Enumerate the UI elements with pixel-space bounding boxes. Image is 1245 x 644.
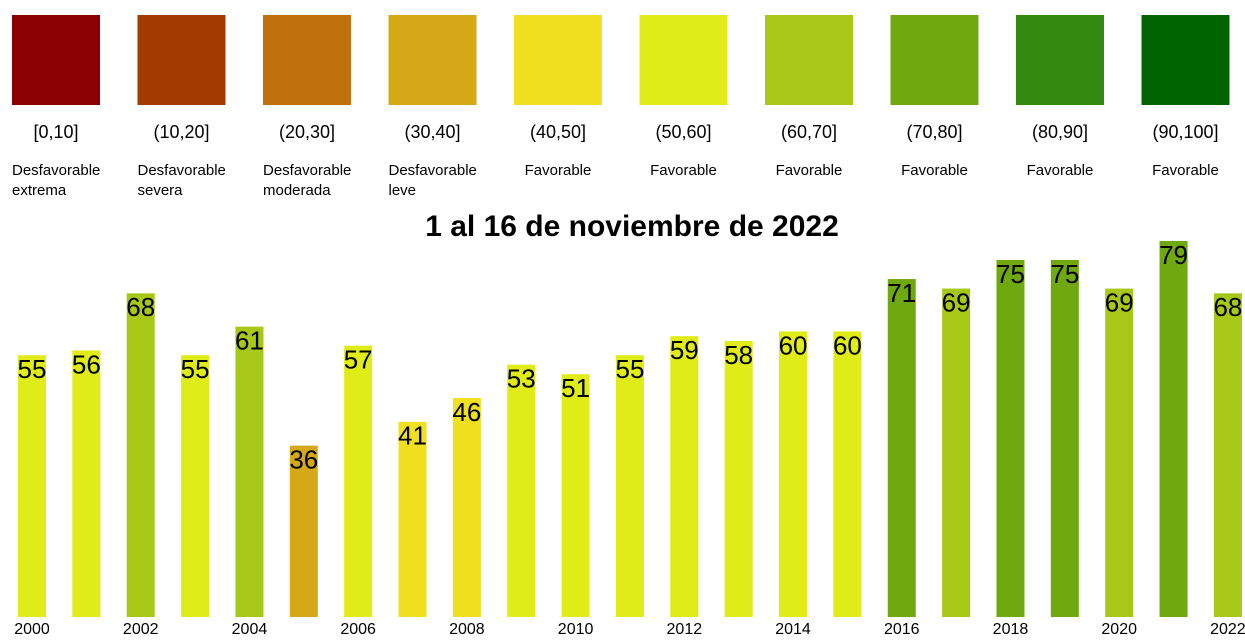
legend-swatch xyxy=(514,15,602,105)
bar xyxy=(670,336,699,617)
bar xyxy=(289,445,318,617)
legend-swatch xyxy=(1141,15,1230,105)
legend-swatch xyxy=(137,15,226,105)
value-label: 58 xyxy=(724,340,753,370)
bar xyxy=(181,355,210,617)
x-tick-label: 2022 xyxy=(1210,621,1245,638)
legend-label: Favorable xyxy=(525,162,592,179)
legend-range: (50,60] xyxy=(655,122,711,142)
legend-range: (10,20] xyxy=(153,122,209,142)
legend-label: Favorable xyxy=(650,162,717,179)
legend-label: Desfavorable xyxy=(138,162,226,179)
x-tick-label: 2020 xyxy=(1101,621,1137,638)
x-tick-label: 2018 xyxy=(993,621,1029,638)
value-label: 53 xyxy=(507,364,536,394)
value-label: 55 xyxy=(181,354,210,384)
bar xyxy=(1159,240,1188,617)
value-label: 55 xyxy=(18,354,47,384)
legend-range: (70,80] xyxy=(906,122,962,142)
legend-range: (90,100] xyxy=(1152,122,1218,142)
value-label: 59 xyxy=(670,335,699,365)
bar xyxy=(452,398,481,617)
value-label: 56 xyxy=(72,349,101,379)
bar xyxy=(615,355,644,617)
bar xyxy=(833,331,862,617)
chart-title: 1 al 16 de noviembre de 2022 xyxy=(425,210,839,243)
value-label: 71 xyxy=(887,278,916,308)
bar xyxy=(1213,293,1242,617)
legend-swatch xyxy=(890,15,979,105)
legend-label: Desfavorable xyxy=(12,162,100,179)
legend-label: Desfavorable xyxy=(389,162,477,179)
bar xyxy=(1050,260,1079,617)
x-tick-label: 2004 xyxy=(232,621,268,638)
bar xyxy=(996,260,1025,617)
value-label: 60 xyxy=(779,330,808,360)
bar xyxy=(779,331,808,617)
value-label: 51 xyxy=(561,373,590,403)
legend-label: severa xyxy=(138,182,184,199)
x-tick-label: 2012 xyxy=(667,621,703,638)
legend-range: (80,90] xyxy=(1032,122,1088,142)
legend-label: Desfavorable xyxy=(263,162,351,179)
legend-label: moderada xyxy=(263,182,331,199)
legend-label: extrema xyxy=(12,182,67,199)
legend-swatch xyxy=(639,15,728,105)
bar xyxy=(887,279,916,617)
legend-swatch xyxy=(12,15,100,105)
value-label: 79 xyxy=(1159,240,1188,270)
x-tick-label: 2010 xyxy=(558,621,594,638)
value-label: 60 xyxy=(833,330,862,360)
bar xyxy=(126,293,155,617)
value-label: 46 xyxy=(452,397,481,427)
legend-swatch xyxy=(263,15,351,105)
legend-label: Favorable xyxy=(1152,162,1219,179)
bar xyxy=(72,350,101,617)
bar xyxy=(942,288,971,617)
legend-label: leve xyxy=(389,182,417,199)
value-label: 69 xyxy=(942,287,971,317)
bar xyxy=(235,326,264,617)
legend-label: Favorable xyxy=(1027,162,1094,179)
bar xyxy=(724,340,753,617)
legend-range: (30,40] xyxy=(404,122,460,142)
value-label: 41 xyxy=(398,421,427,451)
value-label: 61 xyxy=(235,326,264,356)
x-tick-label: 2014 xyxy=(775,621,811,638)
legend-range: (60,70] xyxy=(781,122,837,142)
legend-swatch xyxy=(765,15,853,105)
x-tick-label: 2002 xyxy=(123,621,159,638)
value-label: 75 xyxy=(1050,259,1079,289)
bar xyxy=(561,374,590,617)
x-tick-label: 2008 xyxy=(449,621,485,638)
value-label: 55 xyxy=(615,354,644,384)
bar xyxy=(344,345,373,617)
legend-range: (20,30] xyxy=(279,122,335,142)
x-tick-label: 2016 xyxy=(884,621,920,638)
x-tick-label: 2000 xyxy=(14,621,50,638)
value-label: 75 xyxy=(996,259,1025,289)
value-label: 69 xyxy=(1105,287,1134,317)
bar xyxy=(507,364,536,617)
legend-label: Favorable xyxy=(901,162,968,179)
value-label: 68 xyxy=(126,292,155,322)
x-tick-label: 2006 xyxy=(340,621,376,638)
legend-range: (40,50] xyxy=(530,122,586,142)
legend-swatch xyxy=(388,15,477,105)
bar xyxy=(398,421,427,617)
value-label: 36 xyxy=(289,445,318,475)
bar xyxy=(1105,288,1134,617)
value-label: 68 xyxy=(1213,292,1242,322)
legend-range: [0,10] xyxy=(33,122,78,142)
legend-swatch xyxy=(1016,15,1104,105)
legend-label: Favorable xyxy=(776,162,843,179)
value-label: 57 xyxy=(344,345,373,375)
bar xyxy=(18,355,46,617)
